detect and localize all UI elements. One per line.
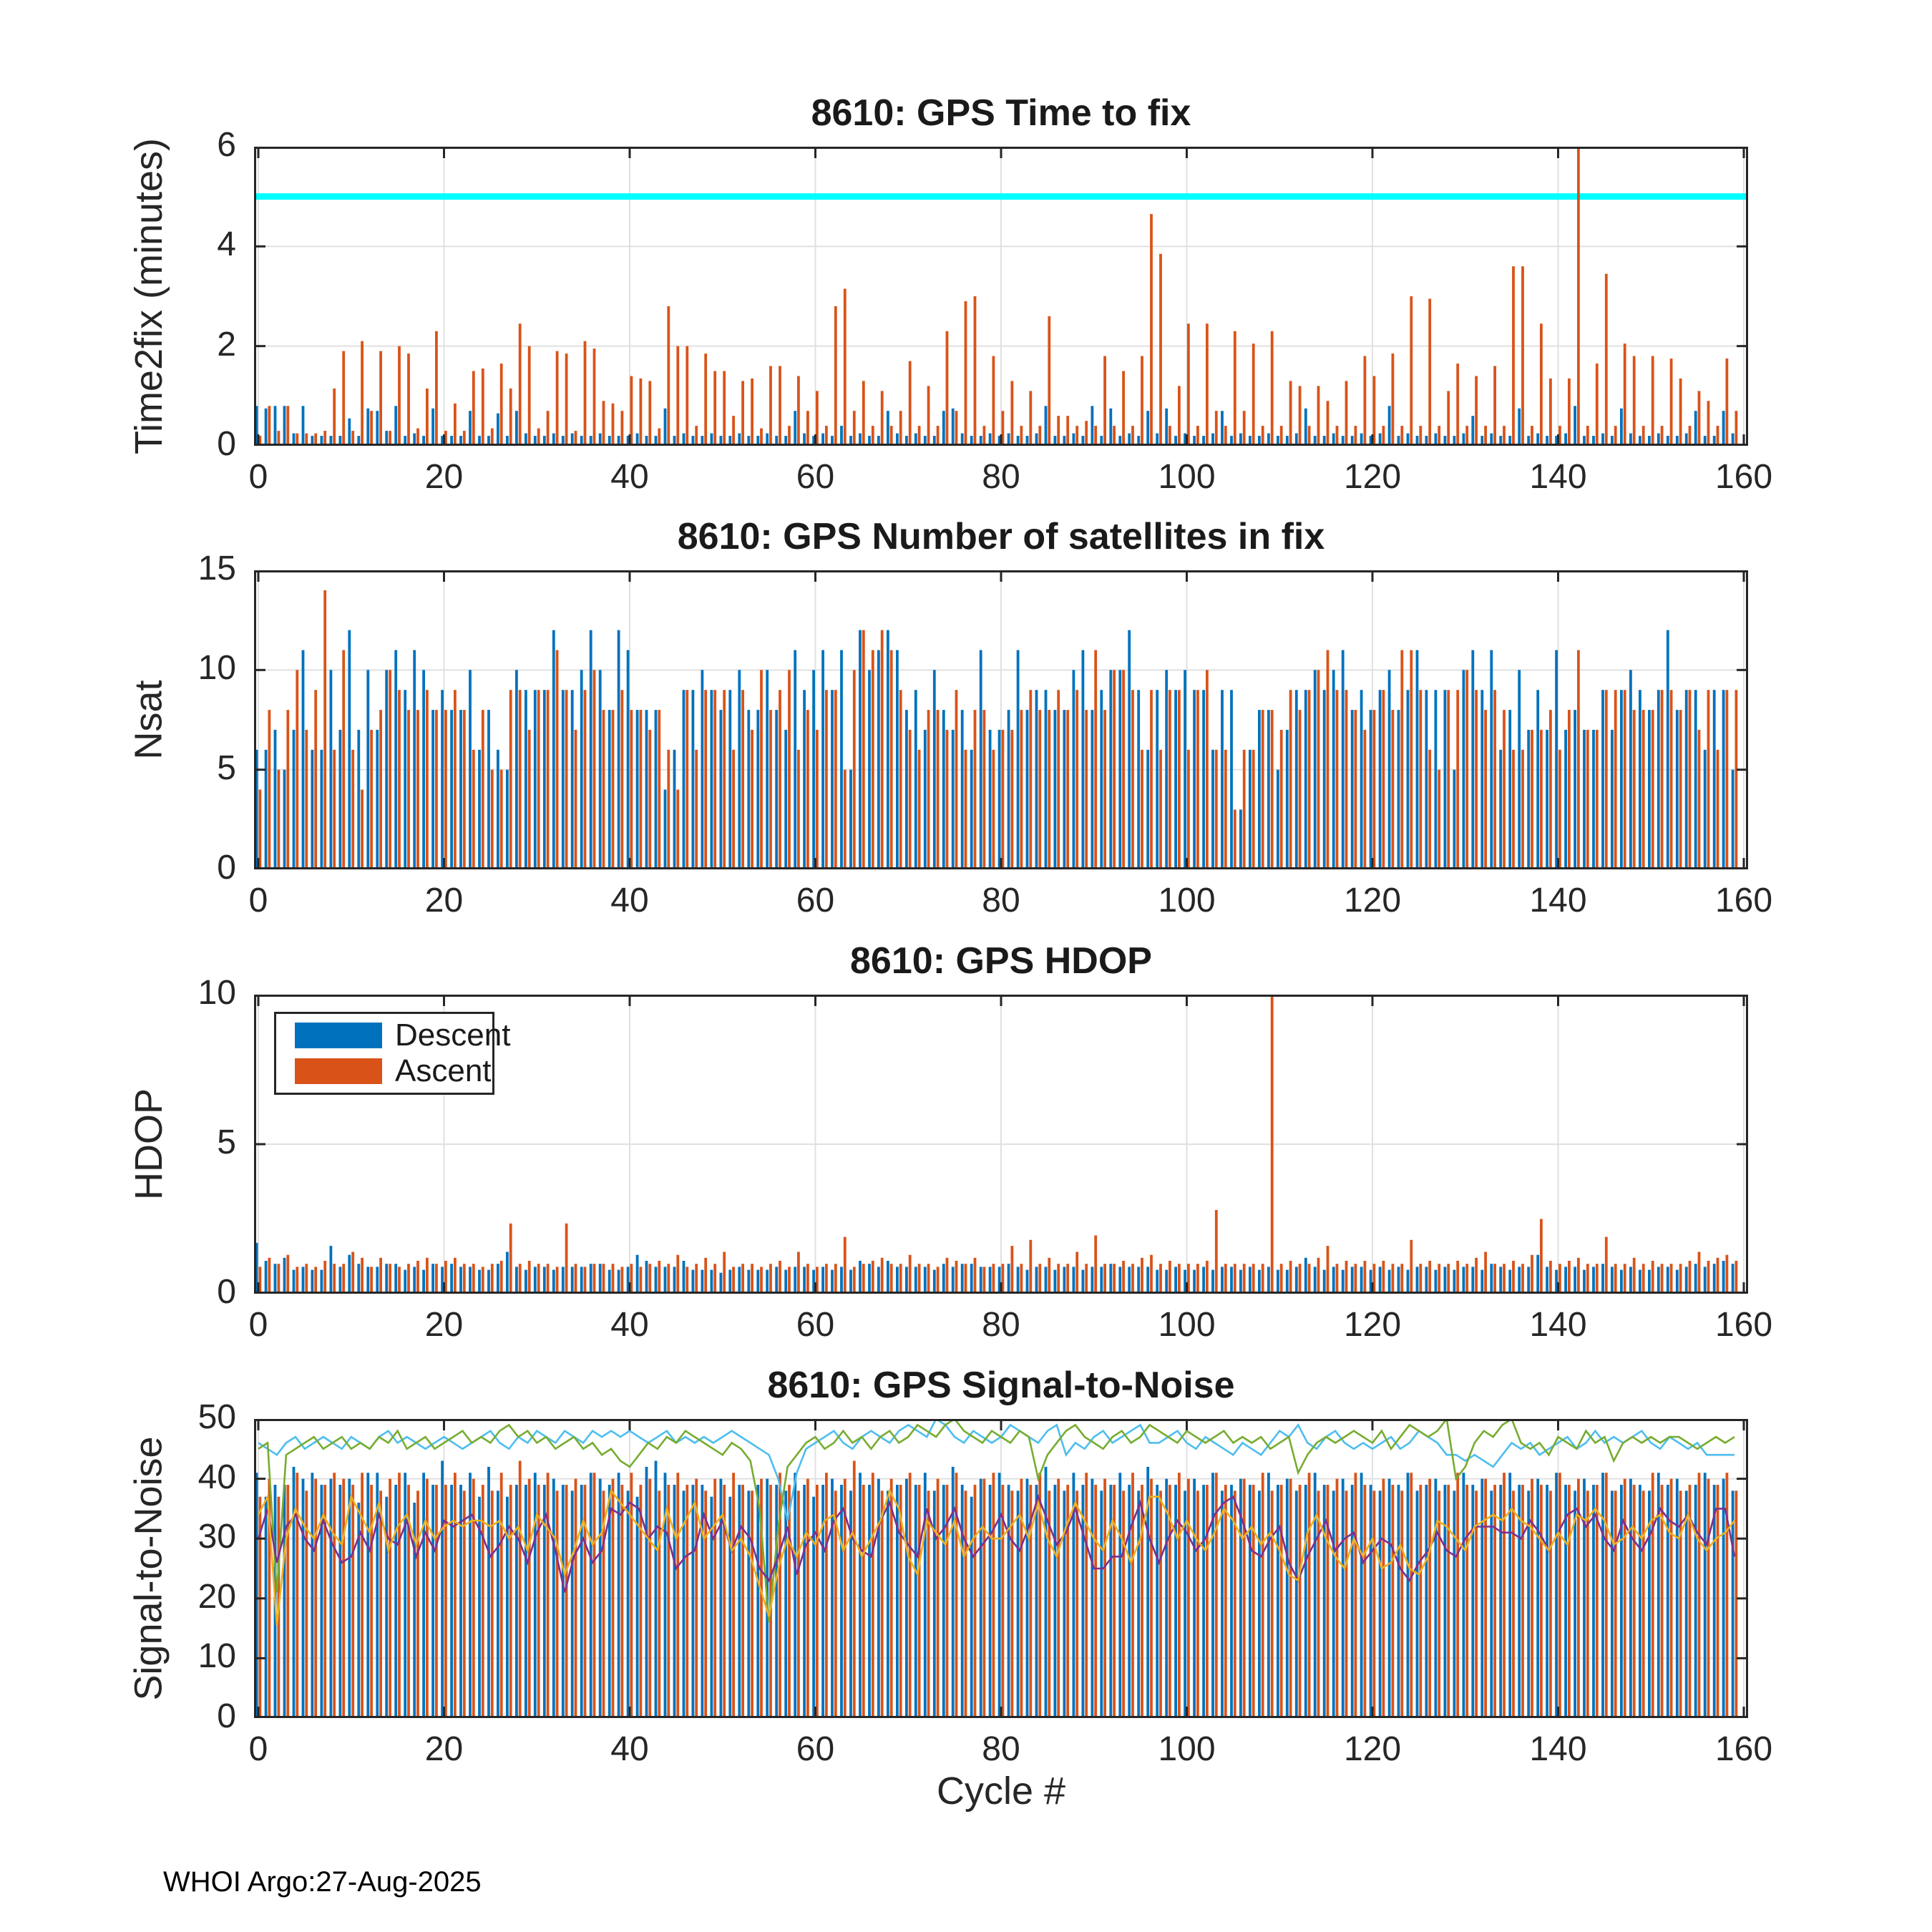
x-tick-label: 140	[1529, 882, 1587, 919]
x-tick-label: 160	[1714, 458, 1773, 496]
legend-swatch-descent	[295, 1023, 382, 1048]
x-tick-label: 20	[424, 1730, 464, 1768]
x-tick-label: 140	[1529, 458, 1587, 496]
panel-3-title: 8610: GPS HDOP	[850, 940, 1152, 982]
y-tick-label: 6	[217, 126, 236, 164]
panel-3-plot-area	[254, 995, 1748, 1294]
y-tick-label: 0	[217, 1273, 236, 1311]
x-tick-label: 160	[1714, 1730, 1773, 1768]
y-tick-label: 10	[197, 974, 236, 1012]
x-tick-label: 40	[610, 1306, 649, 1344]
x-tick-label: 160	[1714, 882, 1773, 919]
x-tick-label: 80	[982, 1730, 1020, 1768]
y-tick-label: 4	[217, 225, 236, 264]
x-tick-label: 60	[796, 1730, 835, 1768]
x-tick-label: 20	[424, 1306, 464, 1344]
panel-1-title: 8610: GPS Time to fix	[811, 92, 1191, 134]
panel-4-plot-area	[254, 1419, 1748, 1718]
y-tick-label: 2	[217, 325, 236, 364]
x-tick-label: 140	[1529, 1306, 1587, 1344]
x-tick-label: 140	[1529, 1730, 1587, 1768]
x-tick-label: 80	[982, 1306, 1020, 1344]
x-tick-label: 120	[1343, 1306, 1402, 1344]
panel-2-plot-area	[254, 570, 1748, 869]
x-tick-label: 100	[1158, 458, 1216, 496]
x-tick-label: 60	[796, 882, 835, 919]
legend-label-descent: Descent	[395, 1018, 511, 1053]
y-tick-label: 10	[197, 649, 236, 688]
y-tick-label: 0	[217, 425, 236, 463]
legend-label-ascent: Ascent	[395, 1053, 492, 1088]
panel-4-title: 8610: GPS Signal-to-Noise	[767, 1365, 1235, 1406]
y-tick-label: 50	[197, 1398, 236, 1436]
x-tick-label: 100	[1158, 1730, 1216, 1768]
y-tick-label: 30	[197, 1518, 236, 1556]
x-tick-label: 0	[248, 882, 268, 919]
x-tick-label: 0	[248, 1306, 268, 1344]
panel-1-plot-area	[254, 147, 1748, 446]
x-axis-label: Cycle #	[936, 1770, 1066, 1813]
x-tick-label: 40	[610, 1730, 649, 1768]
footer-text: WHOI Argo:27-Aug-2025	[163, 1866, 482, 1898]
y-tick-label: 15	[197, 550, 236, 587]
x-tick-label: 40	[610, 882, 649, 919]
x-tick-label: 160	[1714, 1306, 1773, 1344]
y-tick-label: 10	[197, 1637, 236, 1676]
legend: Descent Ascent	[274, 1012, 510, 1095]
y-tick-label: 40	[197, 1458, 236, 1496]
y-tick-label: 0	[217, 1697, 236, 1735]
panel-2-title: 8610: GPS Number of satellites in fix	[677, 516, 1325, 557]
x-tick-label: 40	[610, 458, 649, 496]
x-tick-label: 100	[1158, 882, 1216, 919]
x-tick-label: 80	[982, 458, 1020, 496]
legend-item-descent: Descent	[276, 1018, 510, 1053]
y-tick-label: 5	[217, 1123, 236, 1161]
x-tick-label: 120	[1343, 1730, 1402, 1768]
y-tick-label: 20	[197, 1577, 236, 1616]
x-tick-label: 120	[1343, 882, 1402, 919]
x-tick-label: 20	[424, 458, 464, 496]
x-tick-label: 0	[248, 1730, 268, 1768]
x-tick-label: 60	[796, 1306, 835, 1344]
x-tick-label: 120	[1343, 458, 1402, 496]
legend-swatch-ascent	[295, 1058, 382, 1084]
y-tick-label: 0	[217, 849, 236, 887]
y-tick-label: 5	[217, 748, 236, 787]
x-tick-label: 0	[248, 458, 268, 496]
x-tick-label: 60	[796, 458, 835, 496]
x-tick-label: 100	[1158, 1306, 1216, 1344]
legend-item-ascent: Ascent	[276, 1053, 492, 1088]
x-tick-label: 20	[424, 882, 464, 919]
x-tick-label: 80	[982, 882, 1020, 919]
